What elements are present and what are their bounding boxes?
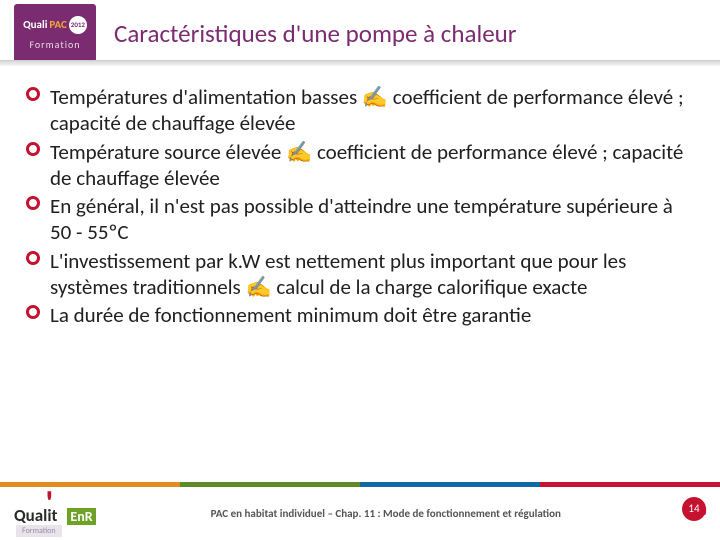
bullet-2: Température source élevée ✍ coefficient … <box>26 139 694 192</box>
bullet-3: En général, il n'est pas possible d'atte… <box>26 193 694 246</box>
page-apostrophe-icon: ' <box>701 500 708 537</box>
header-underline <box>0 60 720 66</box>
logo-quali: Quali <box>23 18 47 31</box>
slide-content: Températures d'alimentation basses ✍ coe… <box>0 66 720 328</box>
qualipac-logo: Quali PAC 2012 Formation <box>14 4 96 62</box>
bullet-text: En général, il n'est pas possible d'atte… <box>50 193 673 245</box>
logo-pac: PAC <box>49 18 66 31</box>
bullet-text: Températures d'alimentation basses ✍ coe… <box>50 84 684 136</box>
slide-header: Quali PAC 2012 Formation Caractéristique… <box>0 0 720 66</box>
bullet-marker-icon <box>26 142 40 156</box>
logo-year-badge: 2012 <box>69 16 87 34</box>
footer-row: Qualit ' EnR Formation PAC en habitat in… <box>0 487 720 540</box>
bullet-marker-icon <box>26 305 40 319</box>
bullet-text: La durée de fonctionnement minimum doit … <box>50 302 531 328</box>
footer-logo-enr: EnR <box>67 508 95 525</box>
slide-footer: Qualit ' EnR Formation PAC en habitat in… <box>0 482 720 540</box>
footer-logo-sub: Formation <box>16 525 62 537</box>
bullet-text: L'investissement par k.W est nettement p… <box>50 248 626 300</box>
qualitenr-logo: Qualit ' EnR Formation <box>14 490 96 537</box>
bullet-4: L'investissement par k.W est nettement p… <box>26 248 694 301</box>
bullet-marker-icon <box>26 87 40 101</box>
logo-top-row: Quali PAC 2012 <box>23 16 87 34</box>
bullet-1: Températures d'alimentation basses ✍ coe… <box>26 84 694 137</box>
bullet-marker-icon <box>26 196 40 210</box>
bullet-text: Température source élevée ✍ coefficient … <box>50 139 683 191</box>
apostrophe-icon: ' <box>45 484 53 525</box>
logo-formation: Formation <box>29 38 80 51</box>
slide-title: Caractéristiques d'une pompe à chaleur <box>114 18 516 49</box>
page-number-badge: 14 ' <box>676 499 706 529</box>
footer-caption: PAC en habitat individuel – Chap. 11 : M… <box>96 507 676 520</box>
bullet-5: La durée de fonctionnement minimum doit … <box>26 302 694 328</box>
bullet-marker-icon <box>26 251 40 265</box>
